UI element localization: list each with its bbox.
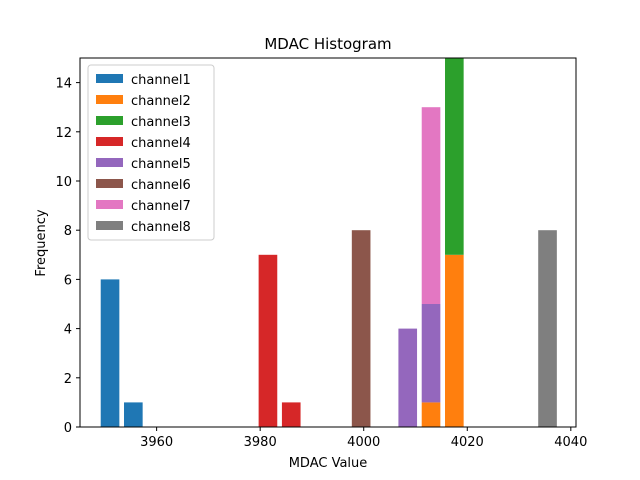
x-tick-label-3980: 3980 — [244, 435, 277, 450]
legend-swatch-channel8 — [96, 221, 123, 230]
legend-label-channel1: channel1 — [131, 73, 191, 88]
axes-frame — [79, 57, 577, 428]
legend-label-channel2: channel2 — [131, 94, 191, 109]
legend-swatch-channel7 — [96, 200, 123, 209]
legend-swatch-channel6 — [96, 179, 123, 188]
legend-label-channel4: channel4 — [131, 136, 191, 151]
bar-channel4-3986 — [281, 402, 301, 427]
bar-channel5-4008.5 — [398, 328, 418, 427]
axes-layer: 3960 3980 4000 4020 4040 0 2 4 6 8 10 12 14 — [55, 57, 587, 450]
chart-title: MDAC Histogram — [264, 35, 391, 53]
y-tick-label-2: 2 — [64, 372, 72, 387]
legend-swatch-channel3 — [96, 116, 123, 125]
bar-channel1-3951 — [100, 279, 120, 427]
bar-channel2-4017.5 — [445, 254, 464, 427]
y-tick-label-12: 12 — [55, 126, 72, 141]
legend: channel1 channel2 channel3 channel4 channel5… — [87, 64, 215, 241]
x-tick-label-4040: 4040 — [554, 435, 587, 450]
x-tick-label-4000: 4000 — [347, 435, 380, 450]
x-tick-label-3960: 3960 — [140, 435, 173, 450]
legend-label-channel3: channel3 — [131, 115, 191, 130]
bar-channel6-3999.5 — [351, 230, 371, 427]
bar-channel4-3981.5 — [258, 254, 278, 427]
y-tick-label-10: 10 — [55, 175, 72, 190]
y-tick-label-0: 0 — [64, 421, 72, 436]
legend-label-channel5: channel5 — [131, 157, 191, 172]
y-tick-label-14: 14 — [55, 77, 72, 92]
x-tick-label-4020: 4020 — [451, 435, 484, 450]
y-axis-label: Frequency — [34, 209, 49, 276]
bar-channel2-4013 — [421, 402, 441, 427]
legend-swatch-channel2 — [96, 95, 123, 104]
y-tick-label-4: 4 — [64, 323, 72, 338]
bar-channel3-4017.5 — [445, 58, 464, 255]
legend-swatch-channel5 — [96, 158, 123, 167]
legend-label-channel7: channel7 — [131, 199, 191, 214]
legend-swatch-channel1 — [96, 74, 123, 83]
bar-channel8-4035.5 — [538, 230, 557, 427]
legend-swatch-channel4 — [96, 137, 123, 146]
legend-label-channel8: channel8 — [131, 220, 191, 235]
y-tick-label-6: 6 — [64, 273, 72, 288]
bar-channel7-4013 — [421, 107, 441, 304]
bars-layer — [100, 58, 557, 427]
legend-label-channel6: channel6 — [131, 178, 191, 193]
bar-channel5-4013 — [421, 304, 441, 403]
bar-channel1-3955.5 — [124, 402, 143, 427]
y-tick-label-8: 8 — [64, 224, 72, 239]
legend-box — [87, 64, 215, 241]
x-axis-label: MDAC Value — [289, 456, 368, 471]
